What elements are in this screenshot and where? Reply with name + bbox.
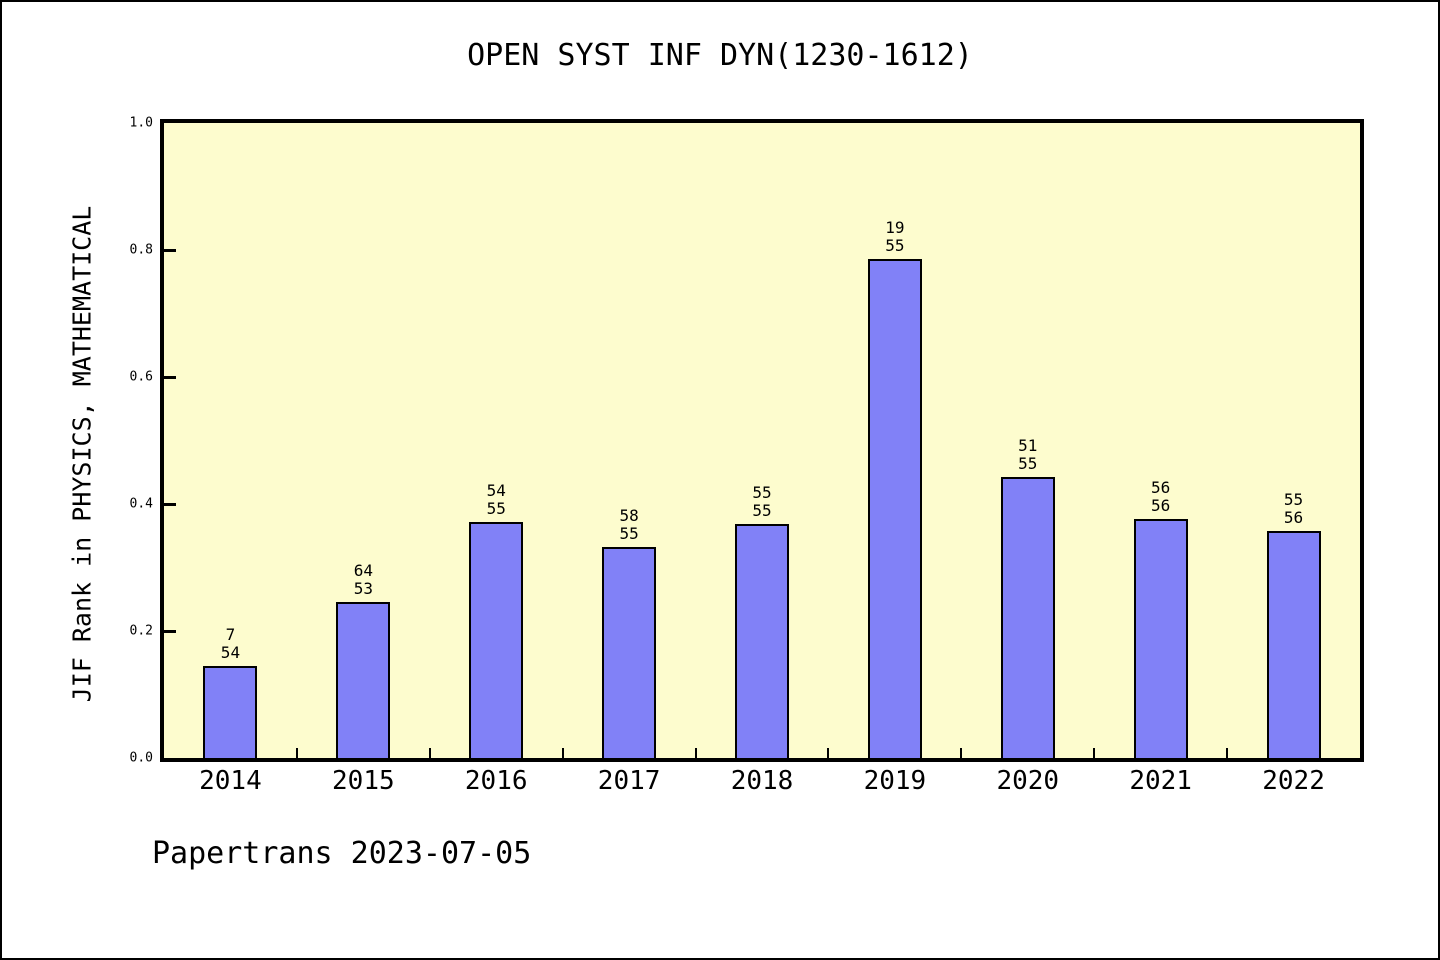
bar-value-line: 53	[353, 579, 373, 598]
bar-value-label: 51 55	[1018, 437, 1037, 473]
bar-2020	[1000, 477, 1055, 758]
watermark-text: Papertrans 2023-07-05	[152, 836, 532, 871]
y-axis-label: JIF Rank in PHYSICS, MATHEMATICAL	[67, 205, 97, 703]
x-tick-label-2019: 2019	[863, 766, 927, 796]
bar-value-line: 55	[486, 499, 506, 518]
x-tick-label-2021: 2021	[1129, 766, 1192, 796]
y-tick-label: 0.0	[129, 750, 153, 766]
bar-value-line: 55	[752, 483, 772, 502]
y-tick-mark	[164, 629, 176, 633]
x-tick-mark	[561, 748, 564, 758]
x-tick-label-2015: 2015	[332, 766, 395, 796]
bar-value-line: 54	[220, 643, 241, 662]
bar-value-label: 55 56	[1284, 491, 1303, 527]
bar-value-label: 54 55	[487, 482, 506, 518]
bar-2015	[336, 602, 391, 758]
bar-2019	[867, 259, 922, 758]
bar-value-line: 55	[1018, 454, 1038, 473]
bar-2016	[469, 522, 524, 758]
plot-inner: 7 54 64 53 54 55 58 55 55 55 19 55 51 55 56 56 55 56	[164, 123, 1360, 758]
x-tick-mark	[960, 748, 963, 758]
y-tick-label: 1.0	[129, 115, 153, 131]
y-tick-label: 0.6	[129, 369, 153, 385]
bar-value-label: 19 55	[885, 219, 904, 255]
bar-2021	[1133, 519, 1188, 758]
bar-value-line: 58	[619, 506, 639, 525]
bar-2014	[203, 666, 258, 758]
bar-value-line: 19	[885, 218, 905, 237]
x-tick-mark	[1226, 748, 1229, 758]
chart-title: OPEN SYST INF DYN(1230-1612)	[467, 38, 973, 73]
x-tick-label-2022: 2022	[1262, 766, 1325, 796]
x-tick-label-2020: 2020	[996, 766, 1060, 796]
y-tick-label: 0.2	[129, 623, 153, 639]
x-tick-mark	[827, 748, 830, 758]
x-tick-mark	[1093, 748, 1096, 758]
plot-area: 7 54 64 53 54 55 58 55 55 55 19 55 51 55 56 56 55 56	[160, 119, 1364, 762]
bar-value-line: 54	[486, 481, 506, 500]
bar-value-label: 7 54	[221, 626, 240, 662]
x-tick-label-2018: 2018	[730, 766, 794, 796]
x-tick-label-2016: 2016	[464, 766, 528, 796]
y-tick-label: 0.4	[129, 496, 153, 512]
bar-value-line: 55	[1283, 490, 1304, 509]
bar-value-line: 56	[1283, 508, 1304, 527]
bar-value-line: 55	[752, 501, 772, 520]
x-tick-mark	[428, 748, 431, 758]
bar-2022	[1266, 531, 1321, 758]
bar-value-label: 56 56	[1151, 479, 1170, 515]
bar-2017	[602, 547, 657, 758]
y-tick-label: 0.8	[129, 242, 153, 258]
bar-value-label: 64 53	[354, 562, 373, 598]
y-tick-mark	[164, 248, 176, 252]
bar-value-line: 56	[1151, 496, 1171, 515]
bar-value-line: 51	[1018, 436, 1038, 455]
bar-value-label: 58 55	[619, 507, 638, 543]
bar-value-line: 55	[885, 236, 905, 255]
bar-value-line: 56	[1151, 478, 1171, 497]
bar-value-line: 55	[619, 524, 639, 543]
bar-value-line: 7	[225, 625, 236, 644]
y-tick-mark	[164, 502, 176, 506]
x-tick-label-2017: 2017	[597, 766, 661, 796]
y-tick-mark	[164, 375, 176, 379]
x-tick-label-2014: 2014	[199, 766, 262, 796]
bar-value-label: 55 55	[752, 484, 771, 520]
x-tick-mark	[694, 748, 697, 758]
bar-value-line: 64	[353, 561, 373, 580]
bar-2018	[735, 524, 789, 758]
x-tick-mark	[295, 748, 298, 758]
